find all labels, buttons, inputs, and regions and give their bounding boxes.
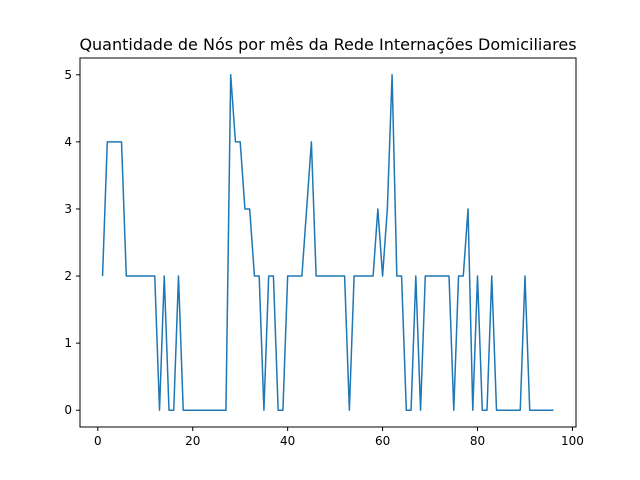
x-tick-label: 40 — [280, 434, 295, 448]
x-axis: 0 20 40 60 80 100 — [94, 427, 584, 448]
y-tick-label: 5 — [64, 68, 72, 82]
chart-title: Quantidade de Nós por mês da Rede Intern… — [79, 35, 576, 54]
plot-frame — [79, 57, 577, 428]
x-tick-label: 100 — [561, 434, 584, 448]
y-tick-label: 0 — [64, 403, 72, 417]
x-tick-label: 60 — [375, 434, 390, 448]
y-tick-label: 2 — [64, 269, 72, 283]
y-tick-label: 1 — [64, 336, 72, 350]
y-tick-label: 4 — [64, 135, 72, 149]
y-tick-label: 3 — [64, 202, 72, 216]
series-line-group — [101, 74, 554, 411]
series-line — [101, 74, 554, 411]
x-tick-label: 0 — [94, 434, 102, 448]
x-tick-label: 80 — [470, 434, 485, 448]
x-tick-label: 20 — [185, 434, 200, 448]
y-axis: 0 1 2 3 4 5 — [64, 68, 80, 417]
